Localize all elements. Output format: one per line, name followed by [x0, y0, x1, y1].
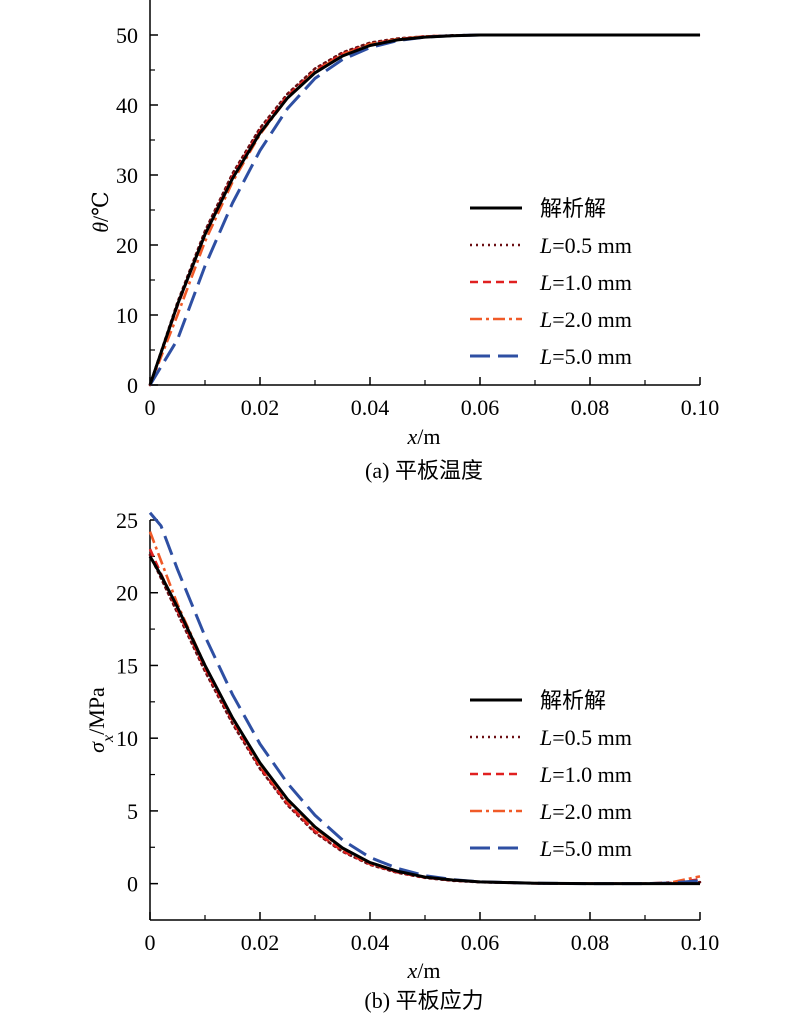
y-axis-title: σx/MPa [84, 687, 117, 753]
panel-caption: (b) 平板应力 [364, 988, 483, 1013]
y-tick-label: 25 [116, 508, 138, 533]
y-tick-label: 20 [116, 581, 138, 606]
x-tick-label: 0.06 [461, 395, 500, 420]
y-axis-title: θ/℃ [88, 191, 113, 233]
series-line-L20 [148, 531, 701, 885]
legend: 解析解 L=0.5 mm L=1.0 mm L=2.0 mm L=5.0 mm [470, 196, 632, 369]
plot-area: 0 0.02 0.04 0.06 0.08 0.10 0 10 20 30 40 50 [116, 0, 719, 420]
chart-panel-temperature: 0 0.02 0.04 0.06 0.08 0.10 0 10 20 30 40 50 解析解 L=0.… [88, 0, 719, 483]
y-tick-label: 20 [116, 233, 138, 258]
y-tick-label: 0 [127, 872, 138, 897]
series-line-L20 [148, 33, 700, 386]
x-tick-label: 0.08 [571, 395, 610, 420]
legend-label-L50: L=5.0 mm [539, 344, 632, 369]
series-line-L10 [148, 33, 700, 386]
y-tick-label: 0 [127, 373, 138, 398]
x-tick-label: 0.02 [241, 930, 280, 955]
plot-area: 0 0.02 0.04 0.06 0.08 0.10 0 5 10 15 20 25 [116, 508, 719, 955]
x-tick-label: 0.06 [461, 930, 500, 955]
y-tick-label: 50 [116, 23, 138, 48]
legend-label-L05: L=0.5 mm [539, 233, 632, 258]
panel-caption: (a) 平板温度 [365, 458, 483, 483]
x-tick-label: 0.10 [681, 395, 720, 420]
legend: 解析解 L=0.5 mm L=1.0 mm L=2.0 mm L=5.0 mm [470, 688, 632, 861]
legend-label-analytic: 解析解 [540, 196, 606, 221]
x-tick-label: 0.10 [681, 930, 720, 955]
x-axis-title: x/m [407, 958, 441, 983]
legend-label-L20: L=2.0 mm [539, 307, 632, 332]
series-line-L50 [148, 511, 701, 886]
legend-label-L50: L=5.0 mm [539, 836, 632, 861]
x-axis-title: x/m [407, 424, 441, 449]
legend-label-L10: L=1.0 mm [539, 762, 632, 787]
y-tick-label: 5 [127, 799, 138, 824]
x-tick-label: 0 [145, 395, 156, 420]
chart-panel-stress: 0 0.02 0.04 0.06 0.08 0.10 0 5 10 15 20 25 解析解 L=0.5… [84, 508, 719, 1013]
x-tick-label: 0.02 [241, 395, 280, 420]
legend-label-L05: L=0.5 mm [539, 725, 632, 750]
legend-label-L20: L=2.0 mm [539, 799, 632, 824]
y-tick-label: 10 [116, 303, 138, 328]
series-line-analytic [148, 33, 700, 386]
legend-label-analytic: 解析解 [540, 688, 606, 713]
x-tick-label: 0 [145, 930, 156, 955]
x-tick-label: 0.04 [351, 930, 390, 955]
series-line-L50 [148, 33, 700, 386]
y-tick-label: 15 [116, 653, 138, 678]
x-tick-label: 0.04 [351, 395, 390, 420]
y-tick-label: 40 [116, 93, 138, 118]
y-tick-label: 10 [116, 726, 138, 751]
series-line-analytic [148, 555, 700, 886]
x-tick-label: 0.08 [571, 930, 610, 955]
legend-label-L10: L=1.0 mm [539, 270, 632, 295]
series-line-L05 [148, 33, 702, 387]
y-tick-label: 30 [116, 163, 138, 188]
